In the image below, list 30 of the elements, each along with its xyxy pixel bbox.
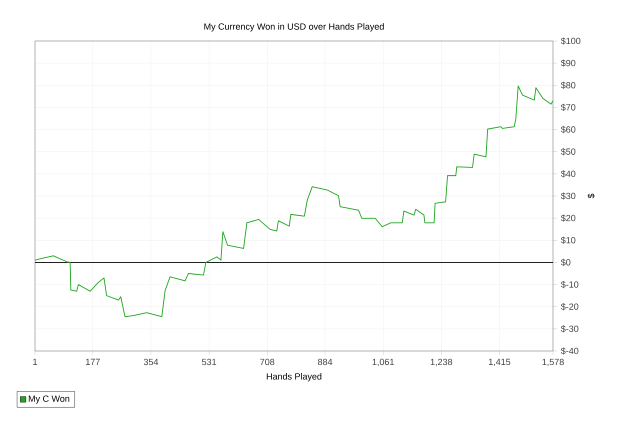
x-axis-title: Hands Played <box>266 373 322 382</box>
y-tick-label: $80 <box>560 82 576 89</box>
x-tick-label: 708 <box>260 358 274 366</box>
y-tick-label: $50 <box>560 148 576 156</box>
x-tick-label: 1 <box>33 358 38 365</box>
line-series <box>35 86 554 318</box>
y-tick-label: $-20 <box>560 303 578 310</box>
y-tick-label: $10 <box>560 236 576 244</box>
chart-title: My Currency Won in USD over Hands Played <box>204 23 384 32</box>
x-tick-label: 354 <box>144 358 158 366</box>
y-tick-label: $20 <box>560 214 576 222</box>
y-tick-label: $-30 <box>560 325 578 332</box>
x-tick-label: 884 <box>318 358 332 366</box>
y-tick-label: $40 <box>560 170 576 178</box>
y-tick-label: $70 <box>560 104 576 112</box>
x-tick-label: 1,578 <box>542 358 564 366</box>
legend-label: My C Won <box>28 395 70 404</box>
x-tick-label: 177 <box>86 358 100 365</box>
y-tick-label: $-10 <box>560 280 578 288</box>
y-tick-label: $-40 <box>560 347 578 355</box>
x-tick-label: 1,238 <box>430 358 452 366</box>
y-tick-label: $100 <box>560 37 580 45</box>
y-tick-label: $60 <box>560 126 576 134</box>
y-tick-label: $0 <box>560 258 570 266</box>
x-tick-label: 531 <box>202 358 216 366</box>
x-tick-label: 1,061 <box>372 358 394 366</box>
y-axis-title: $ <box>588 194 595 198</box>
x-tick-label: 1,415 <box>488 358 510 366</box>
y-tick-label: $90 <box>560 60 576 67</box>
y-tick-label: $30 <box>560 192 576 200</box>
